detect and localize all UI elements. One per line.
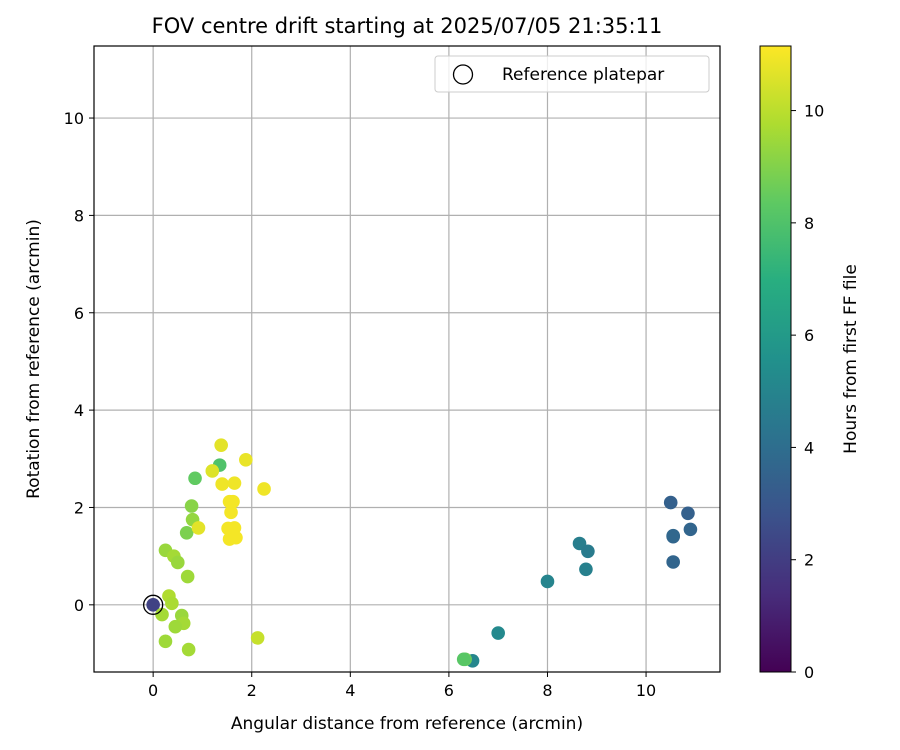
scatter-point — [180, 569, 195, 584]
scatter-point — [491, 626, 505, 640]
scatter-point — [581, 544, 595, 559]
scatter-point — [456, 652, 471, 667]
x-tick-label: 0 — [148, 681, 158, 700]
scatter-point — [227, 476, 242, 490]
scatter-point — [214, 438, 228, 452]
y-tick-label: 10 — [64, 109, 84, 128]
scatter-point — [224, 505, 238, 520]
colorbar-tick-label: 6 — [804, 326, 814, 345]
scatter-point — [170, 555, 185, 570]
y-tick-label: 0 — [74, 596, 84, 615]
scatter-point — [181, 642, 196, 657]
scatter-point — [239, 452, 253, 467]
x-tick-label: 4 — [345, 681, 355, 700]
reference-marker — [142, 594, 164, 615]
scatter-point — [188, 471, 202, 486]
legend-label: Reference platepar — [502, 65, 664, 85]
x-tick-label: 6 — [444, 681, 454, 700]
legend: Reference platepar — [434, 55, 710, 93]
legend-reference-marker — [452, 64, 474, 85]
x-axis-ticks: 0 2 4 6 8 10 — [148, 672, 656, 700]
scatter-point — [540, 574, 555, 589]
scatter-point — [184, 499, 199, 513]
y-axis-ticks: 0 2 4 6 8 10 — [64, 109, 94, 615]
scatter-point — [146, 598, 160, 612]
colorbar-tick-label: 0 — [804, 663, 814, 682]
colorbar: 0 2 4 6 8 10 Hours from first FF file — [759, 45, 861, 682]
scatter-point — [229, 530, 243, 545]
scatter-point — [168, 619, 183, 634]
scatter-point — [165, 596, 179, 611]
scatter-point — [158, 634, 173, 649]
y-axis-label: Rotation from reference (arcmin) — [24, 219, 44, 499]
scatter-point — [666, 555, 680, 569]
scatter-point — [683, 522, 698, 537]
x-tick-label: 2 — [247, 681, 257, 700]
colorbar-label: Hours from first FF file — [841, 264, 861, 454]
plot-frame — [93, 45, 721, 673]
scatter-point — [205, 464, 220, 478]
scatter-point — [179, 525, 194, 540]
y-tick-label: 6 — [74, 304, 84, 323]
scatter-point — [579, 562, 593, 577]
colorbar-gradient — [759, 45, 792, 673]
scatter-point — [681, 506, 695, 521]
y-tick-label: 8 — [74, 206, 84, 225]
x-tick-label: 10 — [636, 681, 656, 700]
scatter-point — [191, 521, 206, 535]
chart-title: FOV centre drift starting at 2025/07/05 … — [152, 14, 663, 38]
scatter-point — [257, 482, 271, 496]
scatter-point — [663, 495, 678, 510]
scatter-point — [226, 494, 240, 509]
data-points — [142, 438, 698, 668]
scatter-point — [250, 631, 265, 645]
x-axis-label: Angular distance from reference (arcmin) — [231, 714, 583, 734]
scatter-point — [155, 607, 169, 622]
colorbar-ticks: 0 2 4 6 8 10 — [791, 102, 824, 682]
legend-box — [434, 55, 710, 93]
colorbar-tick-label: 4 — [804, 438, 814, 457]
colorbar-tick-label: 8 — [804, 214, 814, 233]
colorbar-tick-label: 2 — [804, 551, 814, 570]
colorbar-tick-label: 10 — [804, 102, 824, 121]
scatter-point — [666, 528, 680, 543]
grid — [94, 46, 720, 672]
x-tick-label: 8 — [542, 681, 552, 700]
y-tick-label: 2 — [74, 498, 84, 517]
scatter-point — [215, 477, 229, 491]
y-tick-label: 4 — [74, 401, 84, 420]
